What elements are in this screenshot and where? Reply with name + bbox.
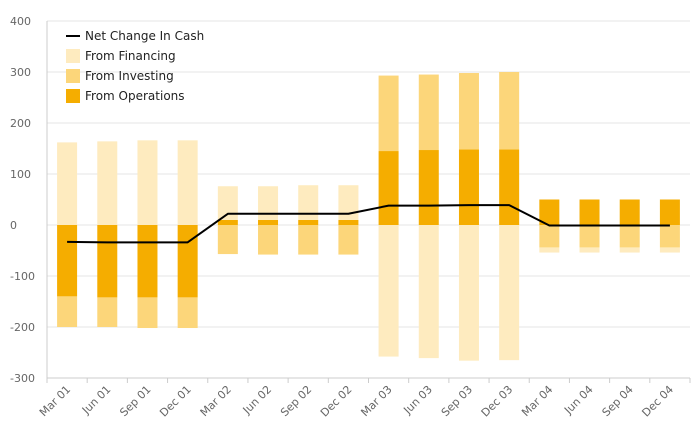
x-tick-label: Jun 03 [400, 383, 434, 417]
bar-from-operations [97, 225, 118, 298]
bar-from-investing [619, 225, 640, 248]
legend-label: From Operations [85, 89, 185, 103]
x-tick-label: Sep 01 [117, 383, 153, 419]
bars [57, 72, 680, 361]
bar-from-financing [499, 225, 520, 361]
x-tick-label: Mar 04 [519, 383, 555, 419]
bar-from-investing [378, 75, 399, 152]
x-tick-label: Sep 04 [600, 383, 636, 419]
y-tick-label: -300 [10, 372, 35, 385]
legend-label: From Investing [85, 69, 174, 83]
bar-from-financing [137, 140, 158, 225]
bar-from-financing [217, 186, 238, 220]
bar-from-operations [217, 219, 238, 225]
bar-from-operations [458, 149, 479, 225]
bar-from-investing [338, 225, 359, 255]
bar-from-investing [579, 225, 600, 248]
bar-from-financing [378, 225, 399, 357]
y-tick-label: -100 [10, 270, 35, 283]
y-tick-label: 100 [10, 168, 31, 181]
bar-from-operations [137, 225, 158, 298]
x-tick-label: Jun 01 [79, 383, 113, 417]
bar-from-financing [579, 247, 600, 253]
y-tick-label: 400 [10, 15, 31, 28]
bar-from-operations [659, 199, 680, 225]
x-tick-label: Mar 03 [358, 383, 394, 419]
bar-from-financing [539, 247, 560, 253]
y-tick-label: -200 [10, 321, 35, 334]
legend-item-net-change[interactable]: Net Change In Cash [66, 29, 204, 43]
bar-from-operations [539, 199, 560, 225]
bar-from-financing [258, 186, 279, 220]
bar-from-operations [57, 225, 78, 297]
x-tick-label: Dec 04 [639, 383, 676, 420]
bar-from-operations [258, 219, 279, 225]
x-tick-label: Jun 02 [240, 383, 274, 417]
x-tick-label: Jun 04 [561, 383, 595, 417]
bar-from-operations [418, 150, 439, 225]
bar-from-operations [499, 149, 520, 225]
legend-item-investing[interactable]: From Investing [66, 69, 174, 83]
legend-swatch [66, 69, 80, 83]
bar-from-investing [217, 225, 238, 255]
legend-swatch [66, 89, 80, 103]
bar-from-investing [57, 296, 78, 327]
legend: Net Change In Cash From Financing From I… [66, 29, 204, 103]
legend-swatch [66, 49, 80, 63]
bar-from-operations [177, 225, 198, 298]
bar-from-financing [57, 142, 78, 225]
legend-item-financing[interactable]: From Financing [66, 49, 176, 63]
net-change-line-layer [67, 204, 670, 244]
net-change-line [67, 204, 670, 244]
bar-from-operations [619, 199, 640, 225]
bar-from-financing [177, 140, 198, 225]
bar-from-investing [177, 297, 198, 329]
bar-from-investing [418, 74, 439, 151]
x-tick-label: Dec 03 [479, 383, 516, 420]
bar-from-investing [258, 225, 279, 255]
bar-from-financing [298, 185, 319, 220]
bar-from-investing [137, 297, 158, 329]
legend-label: From Financing [85, 49, 176, 63]
bar-from-financing [418, 225, 439, 359]
bar-from-operations [378, 151, 399, 225]
bar-from-investing [659, 225, 680, 248]
legend-label: Net Change In Cash [85, 29, 204, 43]
y-tick-label: 0 [10, 219, 17, 232]
bar-from-financing [659, 247, 680, 253]
x-tick-label: Mar 02 [198, 383, 234, 419]
bar-from-financing [338, 185, 359, 220]
bar-from-financing [97, 141, 118, 225]
bar-from-investing [499, 72, 520, 150]
bar-from-financing [458, 225, 479, 361]
bar-from-investing [298, 225, 319, 255]
x-tick-label: Sep 03 [439, 383, 475, 419]
bar-from-operations [579, 199, 600, 225]
bar-from-investing [539, 225, 560, 248]
bar-from-investing [458, 73, 479, 150]
bar-from-operations [338, 219, 359, 225]
x-tick-label: Mar 01 [37, 383, 73, 419]
bar-from-operations [298, 219, 319, 225]
x-tick-label: Dec 01 [157, 383, 194, 420]
x-tick-label: Sep 02 [278, 383, 314, 419]
legend-item-operations[interactable]: From Operations [66, 89, 185, 103]
bar-from-financing [619, 247, 640, 253]
y-tick-label: 300 [10, 66, 31, 79]
y-tick-label: 200 [10, 117, 31, 130]
bar-from-investing [97, 297, 118, 327]
x-tick-label: Dec 02 [318, 383, 355, 420]
